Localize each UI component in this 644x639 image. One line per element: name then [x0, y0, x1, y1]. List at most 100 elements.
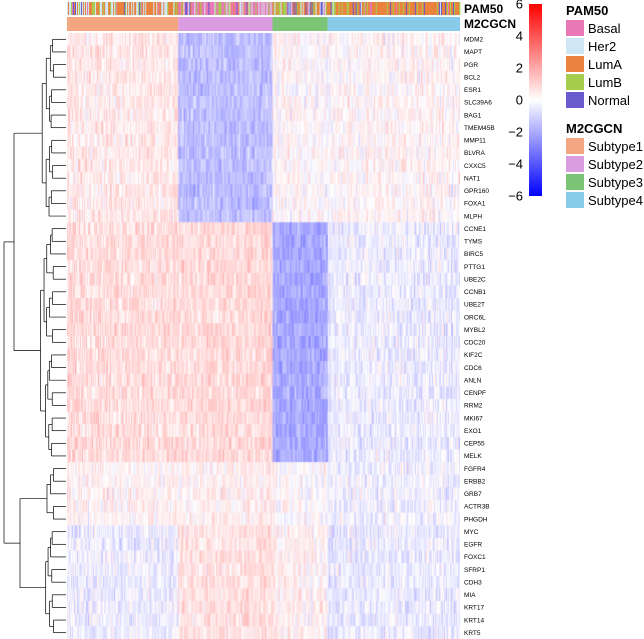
pam50-sample-cell: [157, 2, 159, 15]
pam50-sample-cell: [251, 2, 253, 15]
pam50-sample-cell: [390, 2, 393, 15]
pam50-sample-cell: [371, 2, 374, 15]
pam50-sample-cell: [286, 2, 288, 15]
pam50-sample-cell: [154, 2, 156, 15]
pam50-sample-cell: [235, 2, 237, 15]
pam50-sample-cell: [95, 2, 97, 15]
gene-label-ccnb1: CCNB1: [464, 289, 486, 296]
pam50-sample-cell: [92, 2, 94, 15]
pam50-sample-cell: [175, 2, 177, 15]
pam50-sample-cell: [315, 2, 318, 15]
pam50-sample-cell: [134, 2, 136, 15]
pam50-sample-cell: [250, 2, 252, 15]
m2cgcn-segment-subtype4: [327, 17, 460, 31]
pam50-sample-cell: [400, 2, 403, 15]
gene-label-egfr: EGFR: [464, 542, 482, 549]
pam50-sample-cell: [246, 2, 248, 15]
pam50-sample-cell: [239, 2, 241, 15]
pam50-sample-cell: [171, 2, 173, 15]
pam50-sample-cell: [201, 2, 203, 15]
pam50-sample-cell: [233, 2, 235, 15]
pam50-sample-cell: [366, 2, 369, 15]
pam50-sample-cell: [377, 2, 380, 15]
pam50-sample-cell: [137, 2, 139, 15]
pam50-sample-cell: [227, 2, 229, 15]
pam50-sample-cell: [186, 2, 188, 15]
pam50-sample-cell: [422, 2, 425, 15]
pam50-sample-cell: [232, 2, 234, 15]
pam50-sample-cell: [212, 2, 214, 15]
pam50-sample-cell: [382, 2, 385, 15]
pam50-sample-cell: [331, 2, 334, 15]
pam50-sample-cell: [427, 2, 430, 15]
pam50-sample-cell: [180, 2, 182, 15]
pam50-sample-cell: [393, 2, 396, 15]
pam50-sample-cell: [351, 2, 354, 15]
color-scale-bar: [529, 4, 542, 196]
pam50-sample-cell: [378, 2, 381, 15]
gene-label-pgr: PGR: [464, 62, 478, 69]
pam50-sample-cell: [454, 2, 457, 15]
pam50-sample-cell: [283, 2, 285, 15]
pam50-sample-cell: [110, 2, 112, 15]
pam50-sample-cell: [217, 2, 219, 15]
pam50-sample-cell: [452, 2, 455, 15]
pam50-sample-cell: [244, 2, 246, 15]
pam50-sample-cell: [342, 2, 345, 15]
pam50-sample-cell: [457, 2, 460, 15]
gene-label-mmp11: MMP11: [464, 138, 486, 145]
pam50-sample-cell: [437, 2, 440, 15]
pam50-sample-cell: [193, 2, 195, 15]
gene-label-bcl2: BCL2: [464, 74, 481, 81]
gene-label-rrm2: RRM2: [464, 403, 483, 410]
pam50-sample-cell: [167, 2, 169, 15]
pam50-sample-cell: [199, 2, 201, 15]
color-scale-ticks: 6 4 2 0 −2 −4 −6: [508, 0, 523, 204]
pam50-sample-cell: [273, 2, 275, 15]
pam50-sample-cell: [323, 2, 326, 15]
pam50-sample-cell: [120, 2, 122, 15]
pam50-sample-cell: [339, 2, 342, 15]
gene-label-mapt: MAPT: [464, 49, 482, 56]
pam50-sample-cell: [412, 2, 415, 15]
pam50-sample-cell: [261, 2, 263, 15]
pam50-sample-cell: [272, 2, 274, 15]
pam50-sample-cell: [183, 2, 185, 15]
pam50-sample-cell: [127, 2, 129, 15]
pam50-sample-cell: [97, 2, 99, 15]
pam50-sample-cell: [207, 2, 209, 15]
pam50-sample-cell: [107, 2, 109, 15]
legend-title-pam50: PAM50: [566, 3, 608, 18]
pam50-sample-cell: [141, 2, 143, 15]
pam50-sample-cell: [450, 2, 453, 15]
pam50-sample-cell: [256, 2, 258, 15]
gene-label-krt17: KRT17: [464, 605, 484, 612]
pam50-sample-cell: [287, 2, 289, 15]
pam50-sample-cell: [111, 2, 113, 15]
pam50-sample-cell: [340, 2, 343, 15]
gene-label-sfrp1: SFRP1: [464, 567, 485, 574]
pam50-sample-cell: [196, 2, 198, 15]
legend-title-m2cgcn: M2CGCN: [566, 121, 622, 136]
pam50-sample-cell: [268, 2, 270, 15]
pam50-sample-cell: [224, 2, 226, 15]
pam50-sample-cell: [294, 2, 296, 15]
gene-label-cdh3: CDH3: [464, 579, 482, 586]
pam50-sample-cell: [443, 2, 446, 15]
legend-swatch-normal: [566, 92, 584, 108]
pam50-sample-cell: [336, 2, 339, 15]
pam50-sample-cell: [313, 2, 316, 15]
pam50-sample-cell: [425, 2, 428, 15]
pam50-sample-cell: [117, 2, 119, 15]
pam50-sample-cell: [284, 2, 286, 15]
legend-label-subtype3: Subtype3: [588, 175, 643, 190]
pam50-sample-cell: [431, 2, 434, 15]
pam50-sample-cell: [257, 2, 259, 15]
pam50-sample-cell: [101, 2, 103, 15]
pam50-sample-cell: [451, 2, 454, 15]
gene-label-mki67: MKI67: [464, 415, 483, 422]
gene-label-tmem45b: TMEM45B: [464, 125, 495, 132]
color-scale-tick-label: −6: [508, 189, 523, 204]
pam50-sample-cell: [372, 2, 375, 15]
legend-swatch-subtype2: [566, 156, 584, 172]
